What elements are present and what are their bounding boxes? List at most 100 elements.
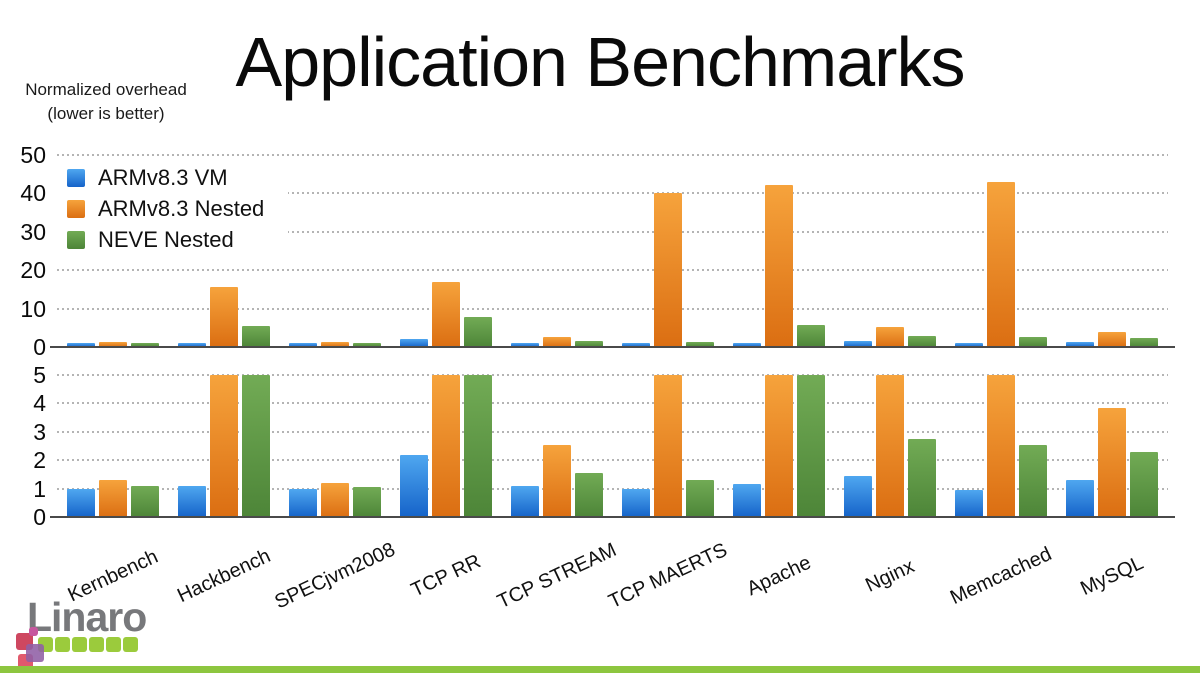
bar — [209, 287, 238, 347]
logo-green-square — [89, 637, 104, 652]
bar — [1066, 480, 1095, 517]
bar — [908, 438, 937, 517]
bar — [1098, 407, 1127, 517]
y-tick-label: 2 — [33, 447, 46, 474]
bar — [622, 343, 651, 347]
bar — [908, 336, 937, 347]
y-tick-label: 10 — [20, 295, 46, 322]
legend-row: ARMv8.3 Nested — [67, 193, 264, 224]
y-tick-label: 50 — [20, 142, 46, 168]
bar — [765, 184, 794, 347]
bar — [797, 375, 826, 517]
bar — [542, 444, 571, 517]
page-title: Application Benchmarks — [235, 23, 966, 101]
bar — [431, 375, 460, 517]
gridline-10 — [57, 307, 1168, 310]
gridline-1 — [57, 487, 1168, 490]
gridline-50 — [57, 154, 1168, 156]
legend-row: NEVE Nested — [67, 224, 264, 255]
gridline-30 — [57, 230, 1168, 233]
bar — [177, 485, 206, 517]
y-tick-label: 0 — [33, 334, 46, 360]
logo-purple-square — [26, 644, 44, 662]
bar — [1098, 332, 1127, 347]
gridline-20 — [57, 269, 1168, 272]
bar — [955, 490, 984, 517]
bar — [1066, 342, 1095, 347]
bar — [686, 342, 715, 347]
x-axis-line — [50, 516, 1175, 518]
bar — [987, 181, 1016, 347]
bar — [987, 375, 1016, 517]
bar — [177, 342, 206, 347]
y-tick-label: 5 — [33, 362, 46, 388]
bar — [733, 342, 762, 347]
x-axis-line — [50, 346, 1175, 348]
bar — [66, 488, 95, 517]
bar — [542, 337, 571, 347]
bar — [209, 375, 238, 517]
y-tick-label: 3 — [33, 418, 46, 445]
bar — [876, 375, 905, 517]
bar — [431, 281, 460, 347]
bar — [288, 488, 317, 517]
bar — [98, 342, 127, 347]
legend-swatch-icon — [67, 168, 85, 187]
logo-magenta-square — [29, 627, 38, 636]
bar — [320, 482, 349, 517]
bar — [288, 343, 317, 347]
linaro-logo-text: Linaro — [27, 594, 147, 640]
bar — [463, 317, 492, 347]
bar — [241, 375, 270, 517]
y-axis-note-line2: (lower is better) — [47, 103, 165, 123]
bar — [241, 326, 270, 347]
y-tick-label: 20 — [20, 257, 46, 284]
gridline-2 — [57, 459, 1168, 462]
bar — [955, 343, 984, 347]
y-axis-note-line1: Normalized overhead — [25, 80, 187, 99]
y-tick-label: 1 — [33, 475, 46, 502]
bar — [686, 480, 715, 517]
gridline-5 — [57, 374, 1168, 376]
bar — [352, 487, 381, 517]
bar — [733, 484, 762, 517]
bar — [622, 488, 651, 517]
logo-green-square — [106, 637, 121, 652]
logo-green-square — [72, 637, 87, 652]
bar — [574, 472, 603, 517]
gridline-40 — [57, 192, 1168, 195]
bar — [66, 343, 95, 347]
bar — [510, 485, 539, 517]
legend-row: ARMv8.3 VM — [67, 162, 264, 193]
footer-green-bar — [0, 666, 1200, 673]
y-tick-label: 0 — [33, 504, 46, 530]
bar — [574, 341, 603, 347]
legend-label: ARMv8.3 Nested — [98, 195, 265, 221]
legend-swatch-icon — [67, 230, 85, 249]
bar — [1130, 451, 1159, 517]
bar — [399, 338, 428, 347]
bar — [765, 375, 794, 517]
bar — [320, 342, 349, 347]
legend-label: ARMv8.3 VM — [98, 164, 228, 190]
bar — [1130, 338, 1159, 347]
bar — [130, 342, 159, 347]
bar — [510, 342, 539, 347]
bar — [654, 375, 683, 517]
logo-green-square — [55, 637, 70, 652]
legend-label: NEVE Nested — [98, 226, 234, 252]
bar — [654, 192, 683, 347]
bar — [463, 375, 492, 517]
gridline-3 — [57, 430, 1168, 433]
bar — [399, 454, 428, 517]
bar — [876, 326, 905, 347]
gridline-4 — [57, 402, 1168, 405]
logo-green-square — [123, 637, 138, 652]
bar — [130, 485, 159, 517]
bar — [1019, 444, 1048, 517]
y-axis-note: Normalized overhead (lower is better) — [0, 78, 212, 126]
bar — [352, 342, 381, 347]
bar — [844, 341, 873, 347]
